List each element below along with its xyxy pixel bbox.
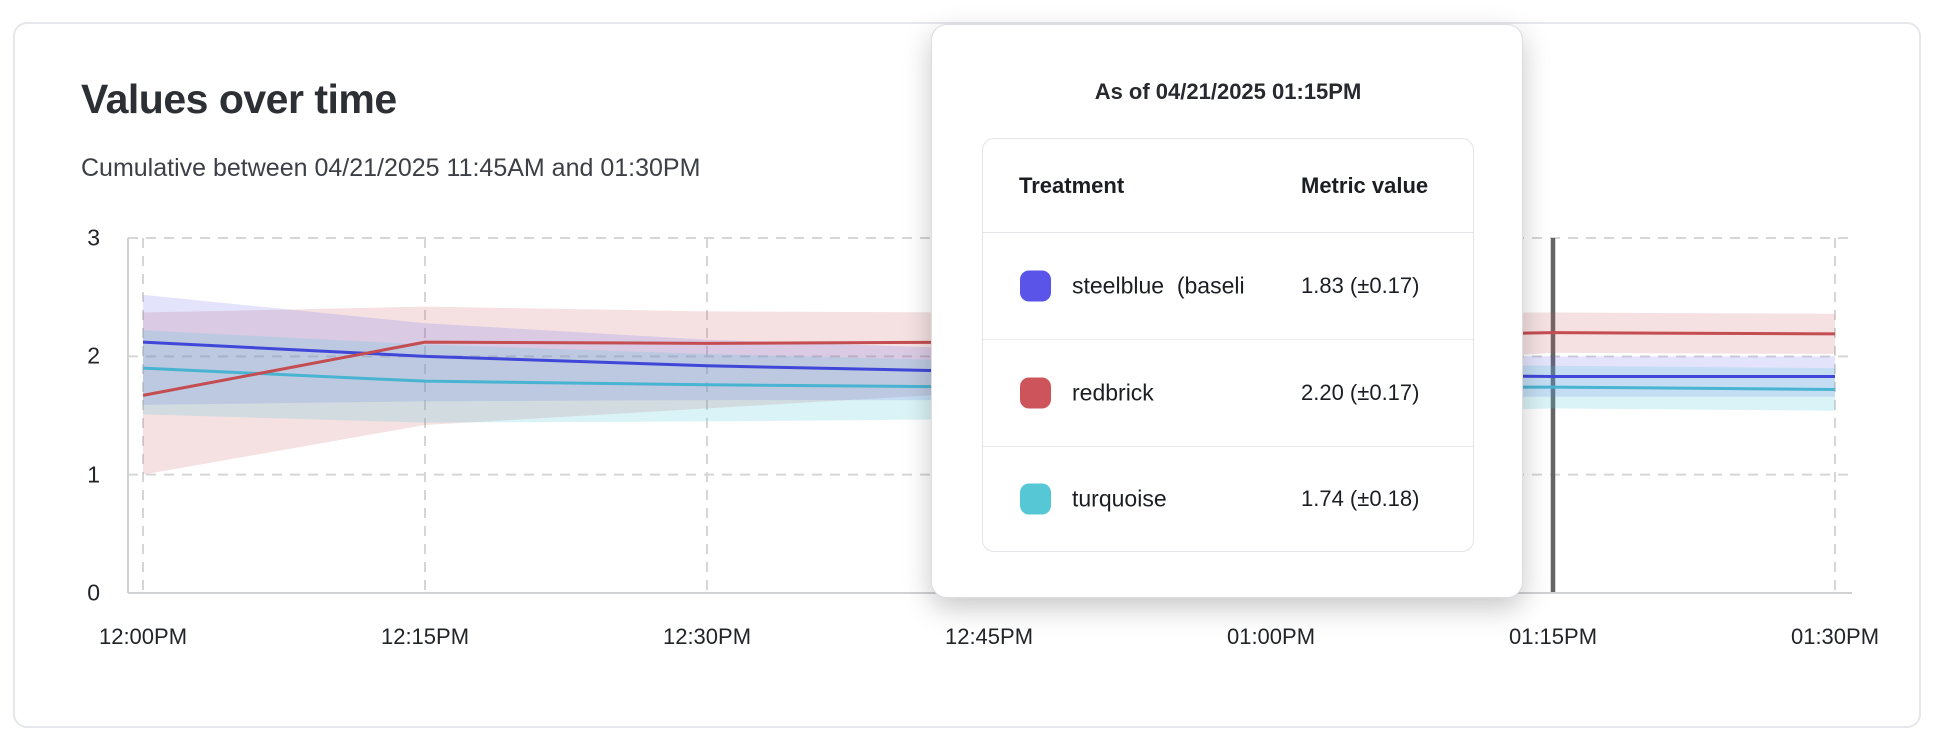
y-tick-label: 1 [87,461,100,488]
metric-value-column-header: Metric value [1301,172,1429,198]
series-metric-value: 1.83 (±0.17) [1301,273,1420,298]
tooltip-table-header: Treatment Metric value [983,139,1473,233]
treatment-column-header: Treatment [1019,172,1125,198]
chart-tooltip: As of 04/21/2025 01:15PM Treatment Metri… [931,24,1523,598]
steelblue-series-swatch-icon [1020,270,1051,302]
x-tick-label: 01:00PM [1226,624,1316,649]
tooltip-table: Treatment Metric value steelblue (baseli… [982,138,1474,552]
turquoise-series-swatch-icon [1020,483,1051,515]
y-tick-label: 3 [87,224,100,251]
x-tick-label: 12:30PM [662,624,752,649]
series-name: redbrick [1072,379,1154,406]
x-tick-label: 12:00PM [98,624,188,649]
redbrick-series-swatch-icon [1020,377,1051,409]
chart-title: Values over time [81,76,397,122]
y-tick-label: 2 [87,342,100,369]
series-metric-value: 2.20 (±0.17) [1301,380,1420,405]
series-metric-value: 1.74 (±0.18) [1301,486,1420,511]
chart-subtitle: Cumulative between 04/21/2025 11:45AM an… [81,154,701,182]
series-name: steelblue (baseli [1072,272,1245,299]
tooltip-row-steelblue: steelblue (baseli 1.83 (±0.17) [983,233,1473,340]
x-tick-label: 12:45PM [944,624,1034,649]
tooltip-row-redbrick: redbrick 2.20 (±0.17) [983,340,1473,447]
tooltip-title: As of 04/21/2025 01:15PM [1094,79,1362,104]
x-tick-label: 01:30PM [1790,624,1880,649]
series-name: turquoise [1072,485,1167,512]
x-tick-label: 01:15PM [1508,624,1598,649]
y-tick-label: 0 [87,579,100,606]
tooltip-row-turquoise: turquoise 1.74 (±0.18) [983,447,1473,551]
x-tick-label: 12:15PM [380,624,470,649]
